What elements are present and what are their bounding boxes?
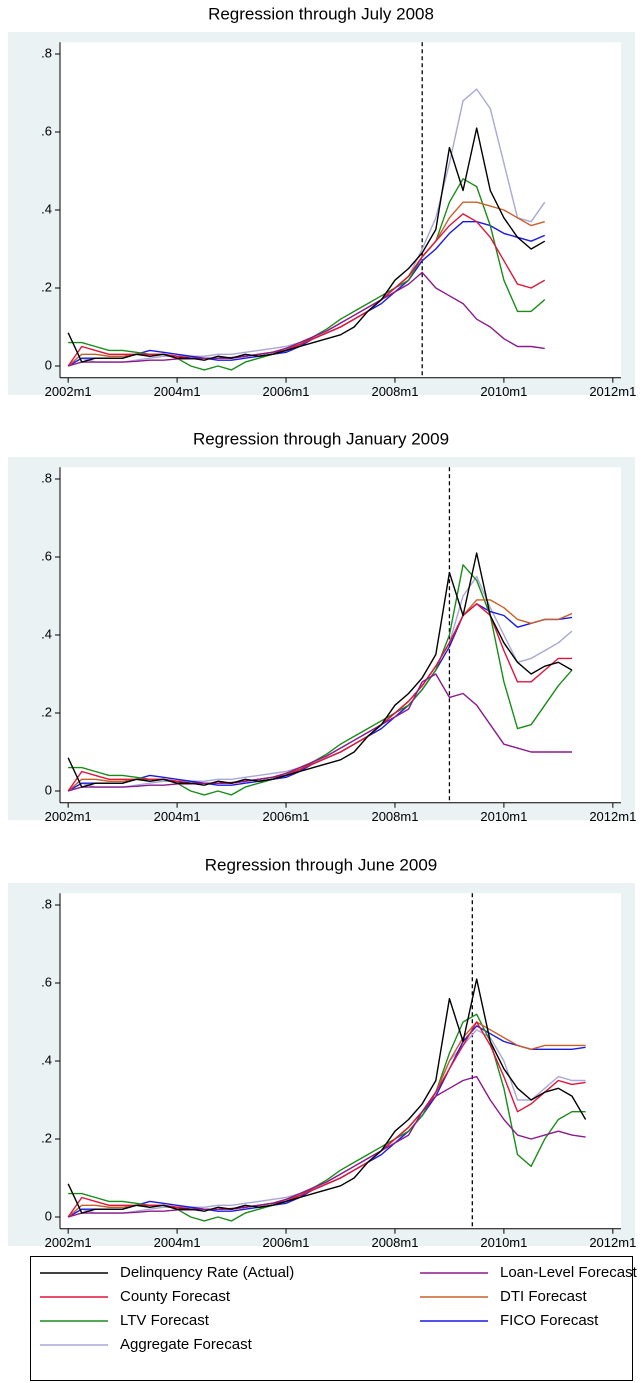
x-tick-label: 2004m1 <box>154 1235 201 1250</box>
chart-title: Regression through June 2009 <box>205 855 438 874</box>
x-tick-label: 2008m1 <box>371 1235 418 1250</box>
legend-label: County Forecast <box>120 1288 231 1305</box>
series-line <box>67 213 546 367</box>
y-tick-label: .2 <box>41 1130 52 1145</box>
x-tick-label: 2008m1 <box>371 809 418 824</box>
x-tick-label: 2012m1 <box>589 384 636 399</box>
x-tick-label: 2006m1 <box>263 384 310 399</box>
series-line <box>67 1075 586 1218</box>
legend-box <box>30 1256 633 1381</box>
y-tick-label: .2 <box>41 279 52 294</box>
x-tick-label: 2002m1 <box>45 384 92 399</box>
y-tick-label: .8 <box>41 470 52 485</box>
series-line <box>67 1021 586 1218</box>
chart-title: Regression through July 2008 <box>208 4 434 23</box>
y-tick-label: .6 <box>41 548 52 563</box>
legend-label: LTV Forecast <box>120 1312 210 1329</box>
series-line <box>67 127 546 363</box>
legend-label: FICO Forecast <box>500 1312 599 1329</box>
x-tick-label: 2006m1 <box>263 809 310 824</box>
y-tick-label: .8 <box>41 45 52 60</box>
x-tick-label: 2008m1 <box>371 384 418 399</box>
y-tick-label: .4 <box>41 626 52 641</box>
x-tick-label: 2010m1 <box>480 809 527 824</box>
x-tick-label: 2010m1 <box>480 384 527 399</box>
series-line <box>67 603 572 792</box>
y-tick-label: 0 <box>45 357 52 372</box>
y-tick-label: .4 <box>41 1052 52 1067</box>
y-tick-label: .2 <box>41 704 52 719</box>
plot-area <box>60 467 621 803</box>
plot-area <box>60 42 621 378</box>
x-tick-label: 2010m1 <box>480 1235 527 1250</box>
legend-label: DTI Forecast <box>500 1288 588 1305</box>
x-tick-label: 2002m1 <box>45 1235 92 1250</box>
y-tick-label: .6 <box>41 123 52 138</box>
legend-label: Delinquency Rate (Actual) <box>120 1264 294 1281</box>
x-tick-label: 2006m1 <box>263 1235 310 1250</box>
plot-area <box>60 893 621 1229</box>
series-line <box>67 552 573 788</box>
chart-title: Regression through January 2009 <box>193 429 449 448</box>
legend-label: Aggregate Forecast <box>120 1336 253 1353</box>
series-line <box>67 673 572 792</box>
y-tick-label: .8 <box>41 896 52 911</box>
y-tick-label: .6 <box>41 974 52 989</box>
legend-label: Loan-Level Forecast <box>500 1264 638 1281</box>
x-tick-label: 2012m1 <box>589 809 636 824</box>
x-tick-label: 2004m1 <box>154 809 201 824</box>
x-tick-label: 2004m1 <box>154 384 201 399</box>
x-tick-label: 2002m1 <box>45 809 92 824</box>
series-line <box>67 271 545 367</box>
series-line <box>67 221 546 367</box>
x-tick-label: 2012m1 <box>589 1235 636 1250</box>
y-tick-label: 0 <box>45 782 52 797</box>
y-tick-label: 0 <box>45 1208 52 1223</box>
series-line <box>67 978 587 1214</box>
y-tick-label: .4 <box>41 201 52 216</box>
